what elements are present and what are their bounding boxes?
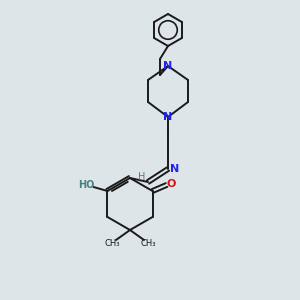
- Text: H: H: [138, 172, 146, 182]
- Text: O: O: [167, 179, 176, 189]
- Text: CH₃: CH₃: [104, 238, 120, 247]
- Text: N: N: [164, 112, 172, 122]
- Text: HO: HO: [78, 180, 95, 190]
- Text: CH₃: CH₃: [140, 238, 156, 247]
- Text: N: N: [170, 164, 179, 174]
- Text: N: N: [164, 61, 172, 71]
